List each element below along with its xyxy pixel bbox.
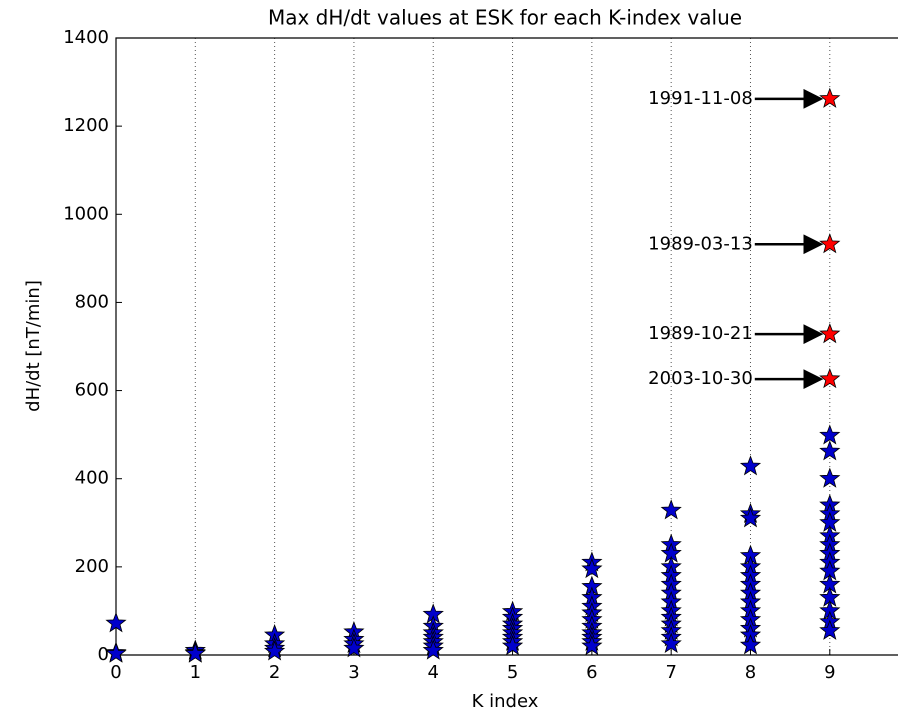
point (105, 612, 127, 633)
x-tick-label: 8 (745, 662, 756, 683)
x-tick-label: 2 (269, 662, 280, 683)
y-tick-label: 1200 (63, 115, 109, 136)
y-tick-label: 1000 (63, 203, 109, 224)
x-axis-label: K index (472, 691, 539, 712)
point (501, 635, 524, 656)
y-tick-label: 400 (75, 468, 109, 489)
x-tick-label: 4 (428, 662, 439, 683)
point (819, 467, 841, 488)
annotation-label: 1989-03-13 (648, 233, 753, 254)
annotation-label: 2003-10-30 (648, 368, 753, 389)
annotation-label: 1989-10-21 (648, 323, 753, 344)
x-tick-label: 0 (110, 662, 121, 683)
point (739, 634, 762, 655)
highlight-point (819, 367, 841, 389)
axes-frame (115, 37, 898, 656)
point (422, 639, 444, 660)
highlight-point (819, 323, 841, 344)
point (343, 637, 365, 658)
x-tick-label: 1 (190, 662, 201, 683)
y-tick-label: 1400 (63, 27, 109, 48)
y-tick-label: 600 (75, 380, 109, 401)
x-tick-label: 6 (586, 662, 597, 683)
annotation-label: 1991-11-08 (648, 88, 753, 109)
y-axis-label: dH/dt [nT/min] (23, 280, 44, 412)
point (581, 635, 603, 656)
highlight-point (819, 87, 841, 108)
x-tick-label: 3 (348, 662, 359, 683)
chart-title: Max dH/dt values at ESK for each K-index… (268, 6, 742, 30)
point (739, 455, 762, 476)
highlight-point (819, 233, 841, 254)
x-tick-label: 7 (665, 662, 676, 683)
x-tick-label: 5 (507, 662, 518, 683)
point (819, 440, 841, 461)
point (819, 619, 841, 640)
point (739, 507, 762, 528)
point (660, 499, 682, 520)
y-tick-label: 200 (75, 556, 109, 577)
point (184, 642, 206, 663)
point (581, 557, 603, 579)
y-tick-label: 800 (75, 291, 109, 312)
y-tick-label: 0 (98, 644, 109, 665)
x-tick-label: 9 (824, 662, 835, 683)
point (105, 642, 127, 663)
point (819, 424, 841, 445)
point (264, 640, 286, 661)
point (660, 632, 682, 654)
